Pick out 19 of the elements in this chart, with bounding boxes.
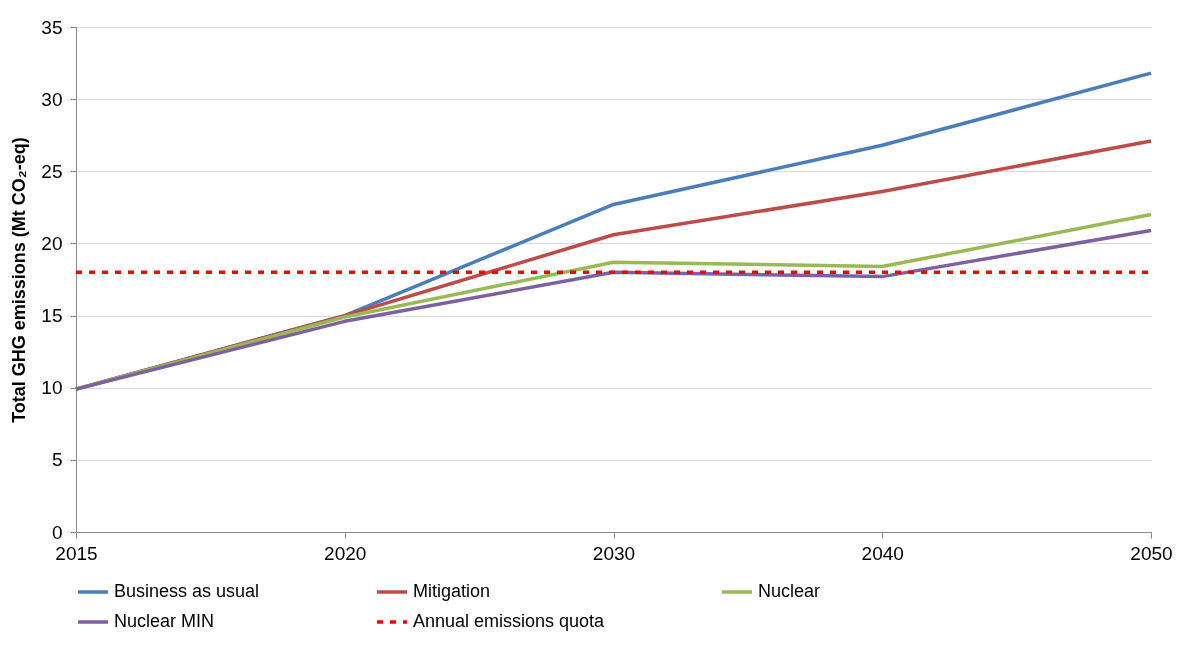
y-tick-label: 20 — [41, 232, 63, 254]
legend-label: Business as usual — [114, 581, 260, 601]
x-tick-label: 2040 — [861, 542, 904, 564]
y-tick-label: 30 — [41, 88, 63, 110]
x-tick-label: 2020 — [324, 542, 367, 564]
legend-label: Mitigation — [413, 581, 491, 601]
legend-label: Nuclear — [758, 581, 821, 601]
legend-label: Annual emissions quota — [413, 611, 606, 631]
x-tick-label: 2015 — [55, 542, 98, 564]
legend-label: Nuclear MIN — [114, 611, 215, 631]
y-tick-label: 5 — [51, 449, 63, 471]
y-tick-label: 15 — [41, 305, 63, 327]
y-tick-label: 35 — [41, 16, 63, 38]
y-tick-label: 0 — [51, 521, 63, 543]
y-tick-label: 25 — [41, 160, 63, 182]
y-tick-label: 10 — [41, 377, 63, 399]
x-tick-label: 2050 — [1130, 542, 1173, 564]
y-axis-title: Total GHG emissions (Mt CO₂-eq) — [9, 137, 30, 423]
x-tick-label: 2030 — [592, 542, 636, 564]
